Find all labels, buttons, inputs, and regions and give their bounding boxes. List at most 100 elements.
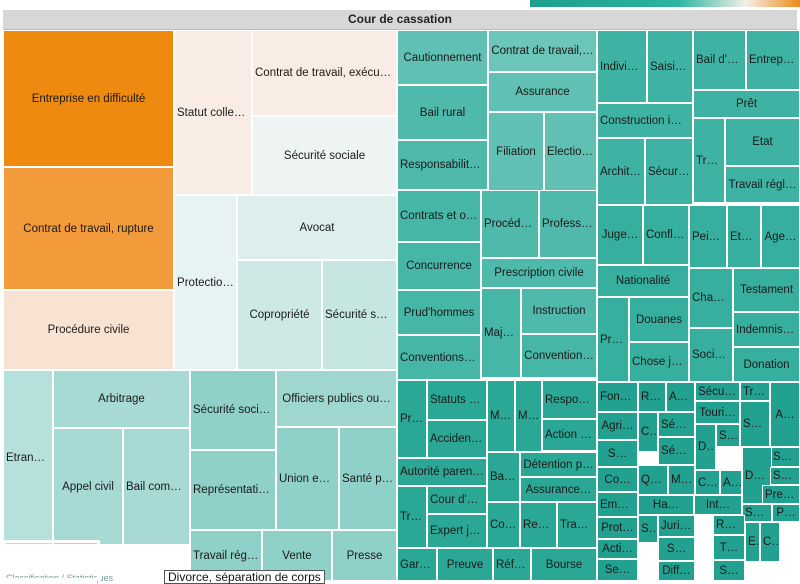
- treemap-cell[interactable]: Bourse: [531, 548, 597, 581]
- treemap-cell[interactable]: Nationalité: [597, 265, 689, 297]
- treemap-cell[interactable]: Sécurit…: [645, 138, 693, 205]
- treemap-cell[interactable]: Gard…: [397, 548, 437, 581]
- treemap-cell[interactable]: Tra…: [740, 382, 770, 401]
- treemap-cell[interactable]: Sécur…: [658, 412, 695, 437]
- treemap-cell[interactable]: Cour…: [760, 522, 780, 562]
- treemap-cell[interactable]: Copropriété: [237, 260, 322, 370]
- treemap-cell[interactable]: S…: [713, 560, 745, 581]
- treemap-cell[interactable]: T…: [713, 535, 745, 560]
- treemap-cell[interactable]: Sécu…: [658, 437, 695, 465]
- treemap-cell[interactable]: Peines: [689, 205, 727, 268]
- treemap-cell[interactable]: Prot…: [597, 517, 638, 539]
- treemap-cell[interactable]: Respon…: [542, 380, 597, 419]
- treemap-cell[interactable]: Entreprise en difficulté: [3, 30, 174, 167]
- treemap-cell[interactable]: Protectio…: [174, 195, 237, 370]
- treemap-cell[interactable]: Cont…: [487, 502, 520, 548]
- treemap-cell[interactable]: Sociét…: [740, 401, 770, 447]
- treemap-cell[interactable]: Conflit…: [643, 205, 689, 265]
- treemap-cell[interactable]: Co…: [695, 470, 720, 495]
- treemap-cell[interactable]: Diff…: [658, 561, 695, 581]
- treemap-cell[interactable]: As…: [666, 382, 695, 412]
- treemap-cell[interactable]: Testament: [733, 268, 800, 312]
- treemap-cell[interactable]: Mi…: [487, 380, 515, 452]
- treemap-cell[interactable]: Me…: [515, 380, 542, 452]
- treemap-cell[interactable]: Acti…: [597, 539, 638, 559]
- treemap-cell[interactable]: Bail rural: [397, 85, 488, 140]
- treemap-cell[interactable]: Sécur…: [695, 382, 740, 401]
- treemap-cell[interactable]: Prud'hommes: [397, 290, 481, 335]
- treemap-cell[interactable]: Conventions i…: [397, 335, 481, 380]
- treemap-cell[interactable]: Emploi: [597, 492, 638, 517]
- treemap-cell[interactable]: Archite…: [597, 138, 645, 205]
- treemap-cell[interactable]: Cham…: [689, 268, 733, 328]
- treemap-cell[interactable]: Procédu…: [481, 190, 539, 258]
- treemap-cell[interactable]: Avocat: [237, 195, 397, 260]
- treemap-cell[interactable]: Détention p…: [520, 452, 597, 477]
- treemap-cell[interactable]: Officiers publics ou…: [276, 370, 397, 427]
- treemap-cell[interactable]: Prêt: [693, 90, 800, 118]
- treemap-cell[interactable]: Bail (…: [487, 452, 520, 502]
- treemap-cell[interactable]: Sécurité socia…: [190, 370, 276, 450]
- treemap-cell[interactable]: Co…: [597, 467, 638, 492]
- treemap-cell[interactable]: S…: [716, 424, 740, 447]
- treemap-cell[interactable]: Assurance: [488, 72, 597, 112]
- treemap-cell[interactable]: Travail régl…: [725, 166, 800, 203]
- treemap-cell[interactable]: Etranger: [3, 370, 53, 545]
- treemap-cell[interactable]: Circu…: [638, 412, 658, 452]
- treemap-cell[interactable]: Concurrence: [397, 242, 481, 290]
- treemap-cell[interactable]: Contrat de travail, exécution: [252, 30, 397, 116]
- treemap-cell[interactable]: Pro…: [397, 380, 427, 458]
- treemap-cell[interactable]: Agri…: [597, 412, 638, 440]
- treemap-cell[interactable]: Touri…: [695, 401, 740, 424]
- treemap-cell[interactable]: M…: [668, 465, 695, 495]
- treemap-cell[interactable]: Int…: [694, 495, 742, 515]
- treemap-cell[interactable]: Responsabilité…: [397, 140, 488, 190]
- treemap-cell[interactable]: P…: [772, 504, 800, 522]
- treemap-cell[interactable]: Bail comm…: [123, 428, 190, 545]
- treemap-cell[interactable]: Ha…: [638, 495, 694, 515]
- treemap-cell[interactable]: Sécurité so…: [322, 260, 397, 370]
- treemap-cell[interactable]: Juridi…: [658, 515, 695, 537]
- treemap-cell[interactable]: Prescription civile: [481, 258, 597, 288]
- treemap-cell[interactable]: Qu…: [638, 465, 668, 495]
- treemap-cell[interactable]: Presse: [332, 530, 397, 581]
- treemap-cell[interactable]: Convention…: [521, 334, 597, 378]
- treemap-cell[interactable]: Autorité parent…: [397, 458, 487, 486]
- treemap-cell[interactable]: Représentatio…: [190, 450, 276, 530]
- treemap-cell[interactable]: Sécurité sociale: [252, 116, 397, 195]
- treemap-cell[interactable]: Effe…: [745, 522, 760, 562]
- treemap-cell[interactable]: Filiation: [488, 112, 544, 192]
- treemap-cell[interactable]: Action ci…: [542, 419, 597, 451]
- treemap-cell[interactable]: Trav…: [693, 118, 725, 203]
- treemap-cell[interactable]: Indemnisa…: [733, 312, 800, 347]
- treemap-cell[interactable]: Entrepri…: [746, 30, 800, 90]
- treemap-cell[interactable]: Construction im…: [597, 103, 693, 138]
- treemap-cell[interactable]: Maje…: [481, 288, 521, 378]
- treemap-cell[interactable]: Etat: [725, 118, 800, 166]
- treemap-cell[interactable]: Chose ju…: [629, 342, 689, 382]
- treemap-cell[interactable]: Juge…: [597, 205, 643, 265]
- treemap-cell[interactable]: Cautionnement: [397, 30, 488, 85]
- treemap-cell[interactable]: Tran…: [557, 502, 597, 548]
- treemap-cell[interactable]: Socié…: [770, 467, 800, 485]
- treemap-cell[interactable]: Union eur…: [276, 427, 339, 530]
- treemap-cell[interactable]: Pro…: [597, 297, 629, 382]
- treemap-cell[interactable]: Donation: [733, 347, 800, 382]
- treemap-cell[interactable]: Professi…: [539, 190, 597, 258]
- treemap-cell[interactable]: Santé pu…: [339, 427, 397, 530]
- treemap-cell[interactable]: Socié…: [742, 504, 772, 522]
- treemap-cell[interactable]: S…: [658, 537, 695, 561]
- treemap-cell[interactable]: Tra…: [397, 486, 427, 548]
- treemap-cell[interactable]: Re…: [638, 382, 666, 412]
- treemap-cell[interactable]: Etat…: [727, 205, 761, 268]
- treemap-cell[interactable]: Election…: [544, 112, 597, 192]
- treemap-cell[interactable]: Preuve: [437, 548, 493, 581]
- treemap-cell[interactable]: Accident…: [427, 420, 487, 458]
- treemap-cell[interactable]: So…: [638, 515, 658, 543]
- treemap-cell[interactable]: Bail d'h…: [693, 30, 746, 90]
- treemap-cell[interactable]: Instruction: [521, 288, 597, 334]
- treemap-cell[interactable]: Indivision: [597, 30, 647, 103]
- treemap-cell[interactable]: Contrat de travail, rupture: [3, 167, 174, 290]
- treemap-cell[interactable]: Sociét…: [689, 328, 733, 382]
- treemap-cell[interactable]: Saisie…: [647, 30, 693, 103]
